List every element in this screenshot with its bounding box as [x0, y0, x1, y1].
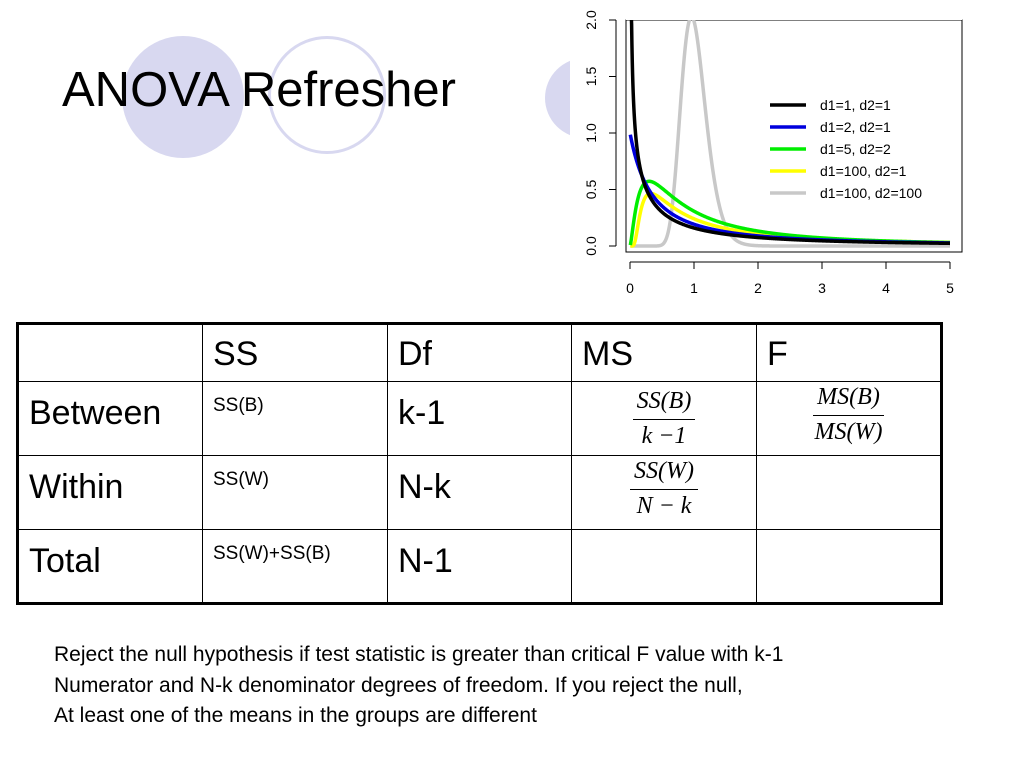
note-line: At least one of the means in the groups … [54, 704, 537, 727]
df-cell: N-k [387, 455, 572, 530]
ms-cell: SS(W) N − k [571, 455, 757, 530]
row-label: Within [17, 455, 203, 530]
legend-label: d1=5, d2=2 [820, 141, 891, 157]
table-row-total: Total SS(W)+SS(B) N-1 [17, 529, 942, 604]
table-row-within: Within SS(W) N-k SS(W) N − k [17, 455, 942, 530]
f-statistic-fraction: MS(B) MS(W) [813, 384, 884, 445]
x-tick-label: 4 [882, 280, 890, 296]
ms-cell: SS(B) k −1 [571, 381, 757, 456]
table-row-between: Between SS(B) k-1 SS(B) k −1 MS(B) MS(W) [17, 381, 942, 456]
header-cell-df: Df [387, 323, 572, 382]
anova-table: SS Df MS F Between SS(B) k-1 SS(B) k −1 … [16, 322, 943, 605]
header-cell-f: F [756, 323, 942, 382]
header-cell-ss: SS [202, 323, 388, 382]
y-tick-label: 0.0 [583, 236, 599, 256]
f-cell: MS(B) MS(W) [756, 381, 942, 456]
series-line-4 [628, 14, 952, 248]
df-cell: N-1 [387, 529, 572, 604]
y-tick-label: 2.0 [583, 10, 599, 30]
x-tick-label: 2 [754, 280, 762, 296]
table-header-row: SS Df MS F [17, 323, 942, 382]
decorative-circle-outline [268, 36, 386, 154]
x-tick-label: 0 [626, 280, 634, 296]
legend-label: d1=100, d2=100 [820, 185, 922, 201]
ss-cell: SS(B) [202, 381, 388, 456]
slide-title: ANOVA Refresher [62, 63, 456, 117]
df-cell: k-1 [387, 381, 572, 456]
y-tick-label: 0.5 [583, 180, 599, 200]
note-line: Numerator and N-k denominator degrees of… [54, 673, 743, 697]
legend-label: d1=1, d2=1 [820, 97, 891, 113]
y-tick-label: 1.5 [583, 67, 599, 87]
decorative-circle-filled [122, 36, 244, 158]
f-distribution-chart: 0 1 2 3 4 5 0.0 0.5 1.0 1.5 2.0 d1=1, d2=1 d1=2, d2=… [570, 10, 970, 302]
note-line: Reject the null hypothesis if test stati… [54, 643, 784, 666]
ss-cell: SS(W)+SS(B) [202, 529, 388, 604]
x-tick-label: 1 [690, 280, 698, 296]
ms-within-fraction: SS(W) N − k [630, 458, 698, 520]
x-tick-label: 3 [818, 280, 826, 296]
legend-label: d1=100, d2=1 [820, 163, 907, 179]
legend-label: d1=2, d2=1 [820, 119, 891, 135]
ms-between-fraction: SS(B) k −1 [632, 388, 696, 450]
plot-top-mask [626, 10, 962, 20]
f-cell-empty [756, 455, 942, 530]
row-label: Between [17, 381, 203, 456]
ss-cell: SS(W) [202, 455, 388, 530]
header-cell-ms: MS [571, 323, 757, 382]
explanation-note: Reject the null hypothesis if test stati… [54, 640, 783, 732]
f-cell-empty [756, 529, 942, 604]
header-cell-empty [17, 323, 203, 382]
ms-cell-empty [571, 529, 757, 604]
series-line-0 [628, 14, 952, 246]
row-label: Total [17, 529, 203, 604]
x-tick-label: 5 [946, 280, 954, 296]
y-tick-label: 1.0 [583, 123, 599, 143]
